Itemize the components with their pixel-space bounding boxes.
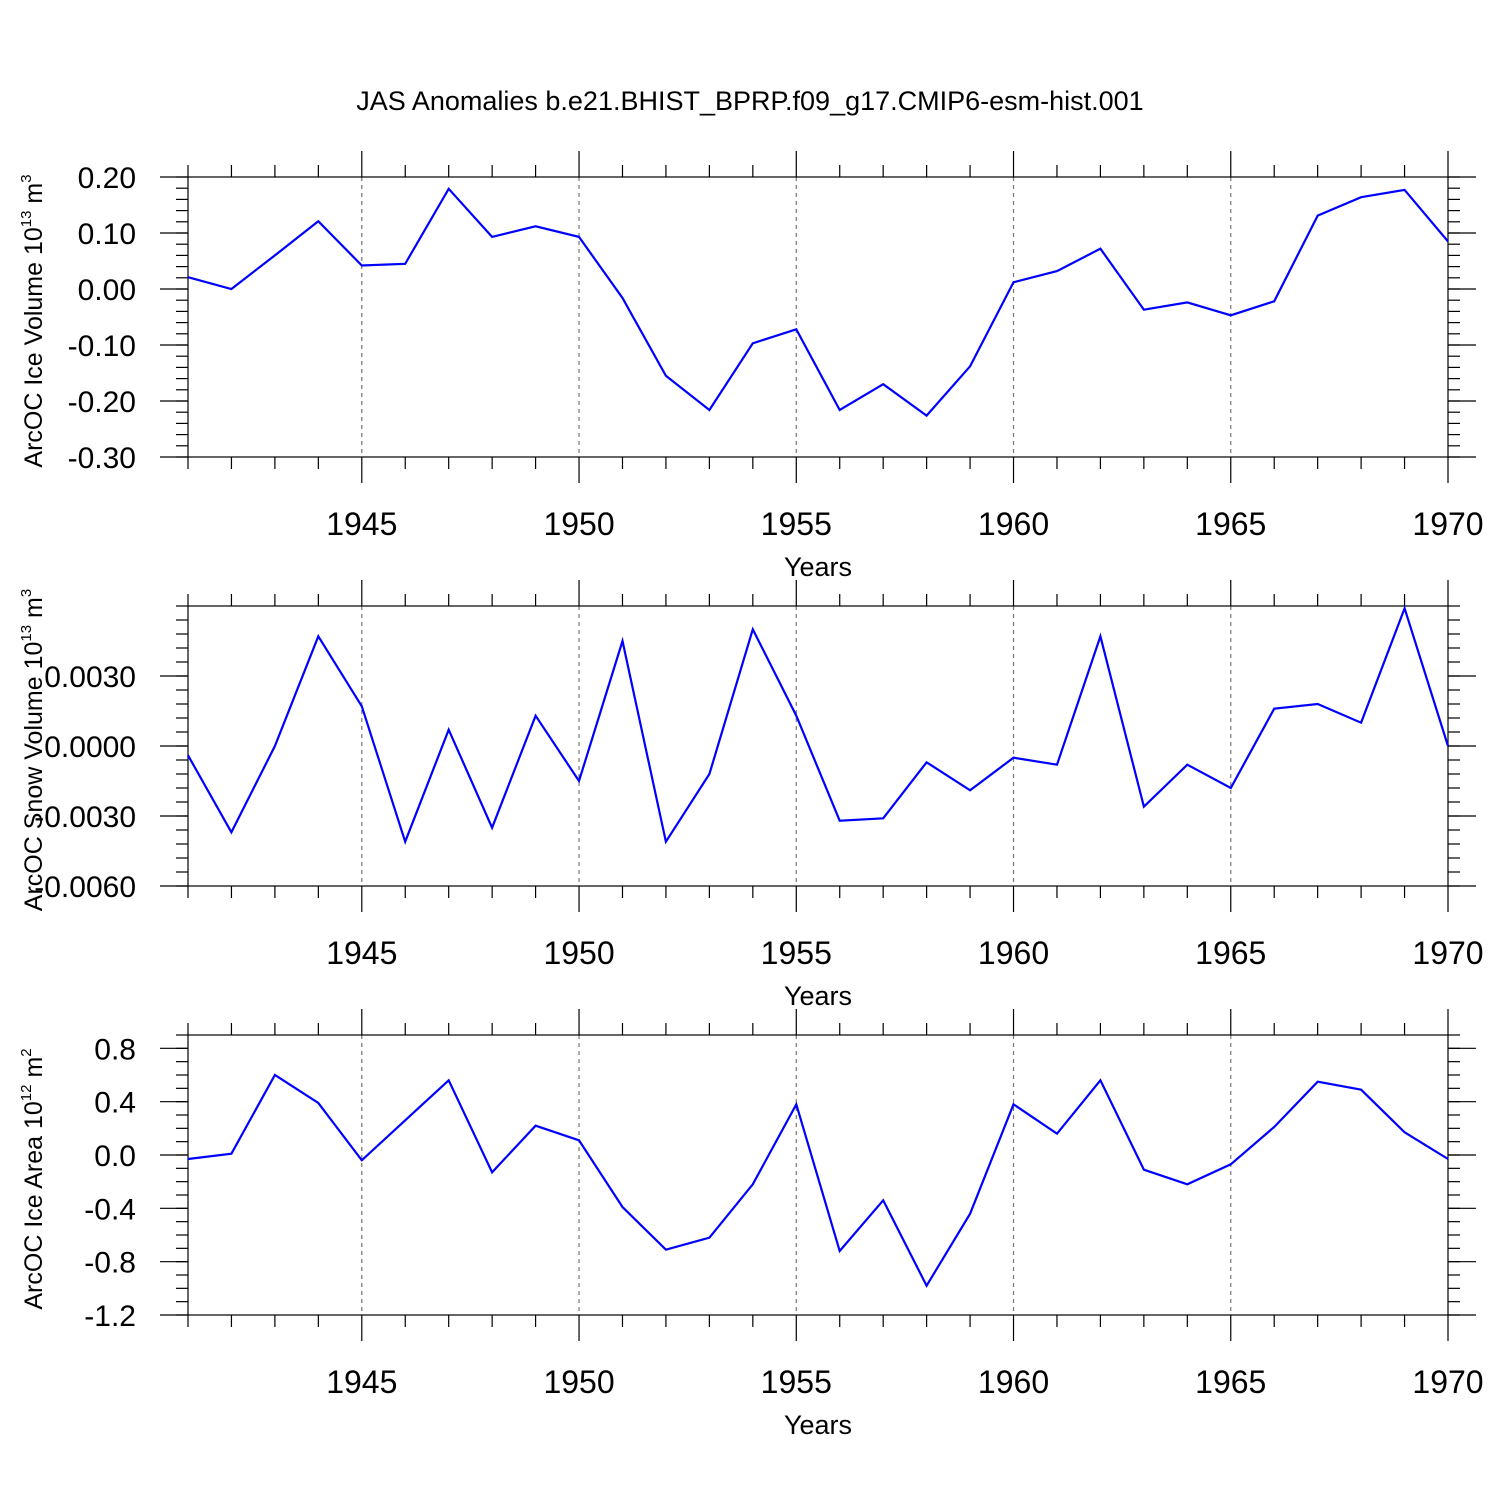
y-axis-label-part: m [20,183,48,211]
y-axis-label-superscript: 2 [18,1048,35,1056]
x-axis-label: Years [784,981,852,1011]
y-axis-label-part: ArcOC Snow Volume 10 [20,642,48,912]
series-line [187,604,1450,845]
x-tick-label: 1955 [761,506,832,542]
x-tick-label: 1945 [326,935,397,971]
y-axis-label-part: m [20,597,48,625]
x-tick-label: 1960 [978,506,1049,542]
series-line [187,186,1449,418]
x-tick-label: 1955 [761,1364,832,1400]
y-tick-label: 0.0 [94,1140,136,1173]
y-tick-label: 0.10 [78,218,136,251]
y-axis-label-superscript: 3 [18,174,35,182]
y-axis-label-superscript: 3 [18,589,35,597]
x-axis-label: Years [784,552,852,582]
x-tick-label: 1950 [543,506,614,542]
figure-title: JAS Anomalies b.e21.BHIST_BPRP.f09_g17.C… [356,86,1143,116]
x-tick-label: 1970 [1412,506,1483,542]
y-axis-label: ArcOC Ice Volume 1013 m3 [18,174,48,467]
y-tick-label: 0.0030 [44,661,136,694]
panels-container: 0.20 0.10 0.00 -0.10 -0.20 -0.30 1945 1950 1955 1… [18,151,1484,1440]
y-tick-label: -0.0030 [34,801,136,834]
y-tick-label: -0.4 [84,1193,136,1226]
panel-1: 0.20 0.10 0.00 -0.10 -0.20 -0.30 1945 1950 1955 1… [18,151,1484,582]
y-axis-label-superscript: 13 [18,625,35,642]
x-tick-label: 1965 [1195,935,1266,971]
x-tick-label: 1945 [326,506,397,542]
x-tick-label: 1965 [1195,1364,1266,1400]
y-tick-label: 0.0000 [44,731,136,764]
plot-frame [187,605,1449,887]
x-axis-label: Years [784,1410,852,1440]
y-tick-label: 0.8 [94,1033,136,1066]
y-axis-label-superscript: 13 [18,211,35,228]
series-line [187,1073,1449,1288]
y-tick-label: -0.30 [68,442,136,475]
y-tick-label: 0.20 [78,162,136,195]
panel-2: 0.0030 0.0000 -0.0030 -0.0060 1945 1950 1955 19… [18,580,1484,1011]
y-tick-label: 0.4 [94,1087,136,1120]
x-tick-label: 1965 [1195,506,1266,542]
y-tick-label: -1.2 [84,1300,136,1333]
y-tick-label: -0.20 [68,386,136,419]
y-tick-label: 0.00 [78,274,136,307]
x-tick-label: 1950 [543,1364,614,1400]
plot-frame [187,176,1449,458]
y-axis-label-part: ArcOC Ice Area 10 [20,1101,48,1309]
x-tick-label: 1970 [1412,1364,1483,1400]
y-tick-label: -0.10 [68,330,136,363]
x-tick-label: 1960 [978,1364,1049,1400]
y-axis-label: ArcOC Ice Area 1012 m2 [18,1048,48,1309]
x-tick-label: 1950 [543,935,614,971]
y-axis-label-part: m [20,1057,48,1085]
x-tick-label: 1945 [326,1364,397,1400]
x-tick-label: 1955 [761,935,832,971]
y-axis-label-part: ArcOC Ice Volume 10 [20,227,48,467]
y-axis-label-superscript: 12 [18,1085,35,1102]
x-tick-label: 1960 [978,935,1049,971]
y-tick-label: -0.8 [84,1247,136,1280]
y-axis-label: ArcOC Snow Volume 1013 m3 [18,589,48,911]
plot-frame [187,1034,1449,1316]
x-tick-label: 1970 [1412,935,1483,971]
y-tick-label: -0.0060 [34,871,136,904]
panel-3: 0.8 0.4 0.0 -0.4 -0.8 -1.2 1945 1950 1955 1960 196… [18,1009,1484,1440]
